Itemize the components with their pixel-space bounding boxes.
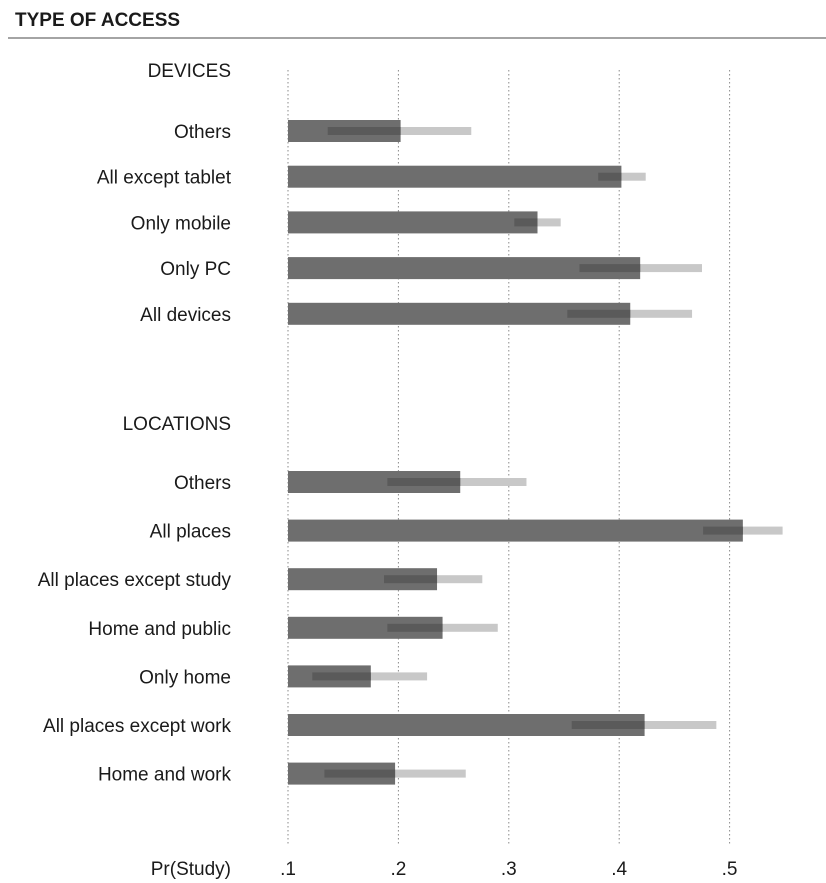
category-label: All places except study [38, 570, 232, 591]
bar [288, 616, 443, 639]
bars [288, 120, 743, 785]
category-label: All places except work [43, 716, 231, 737]
x-tick-label: .5 [722, 859, 738, 880]
x-axis-label: Pr(Study) [151, 859, 231, 880]
ci-overlap-marks [312, 127, 743, 778]
group-label: LOCATIONS [123, 414, 231, 435]
x-tick-label: .1 [280, 859, 296, 880]
category-label: Others [174, 122, 231, 143]
chart-title: TYPE OF ACCESS [15, 10, 180, 31]
category-labels: Others All except tablet Only mobile Only P… [38, 122, 232, 786]
ci-overlap [703, 526, 743, 535]
x-tick-label: .2 [390, 859, 406, 880]
ci-bar [598, 172, 646, 181]
bar [288, 471, 461, 493]
ci-overlap [387, 623, 443, 632]
group-labels: DEVICES LOCATIONS [123, 61, 231, 435]
x-tick-label: .4 [611, 859, 627, 880]
ci-overlap [514, 218, 538, 227]
category-label: All devices [140, 305, 231, 326]
bar [288, 302, 631, 325]
category-label: Others [174, 473, 231, 494]
ci-overlap [327, 127, 401, 135]
category-label: Only home [139, 667, 231, 688]
category-label: Only mobile [131, 213, 231, 234]
ci-overlap [579, 264, 641, 273]
x-tick-labels: .1 .2 .3 .4 .5 [280, 859, 737, 880]
bar [288, 257, 641, 280]
category-label: All except tablet [97, 168, 232, 189]
category-label: Only PC [160, 259, 231, 280]
ci-bar [579, 264, 702, 273]
category-label: All places [150, 522, 231, 543]
group-label: DEVICES [148, 61, 231, 82]
ci-overlap [387, 478, 461, 486]
bar [288, 211, 538, 234]
x-tick-label: .3 [501, 859, 517, 880]
ci-overlap [312, 672, 371, 681]
ci-overlap [384, 575, 438, 584]
bar [288, 714, 645, 736]
category-label: Home and work [98, 765, 232, 786]
category-label: Home and public [88, 619, 231, 640]
ci-overlap [324, 769, 396, 778]
grid-lines [287, 70, 731, 845]
ci-overlap [567, 309, 631, 318]
ci-overlap [598, 172, 622, 181]
bar [288, 568, 438, 591]
bar [288, 165, 622, 188]
bar [288, 519, 743, 542]
ci-overlap [571, 721, 645, 729]
